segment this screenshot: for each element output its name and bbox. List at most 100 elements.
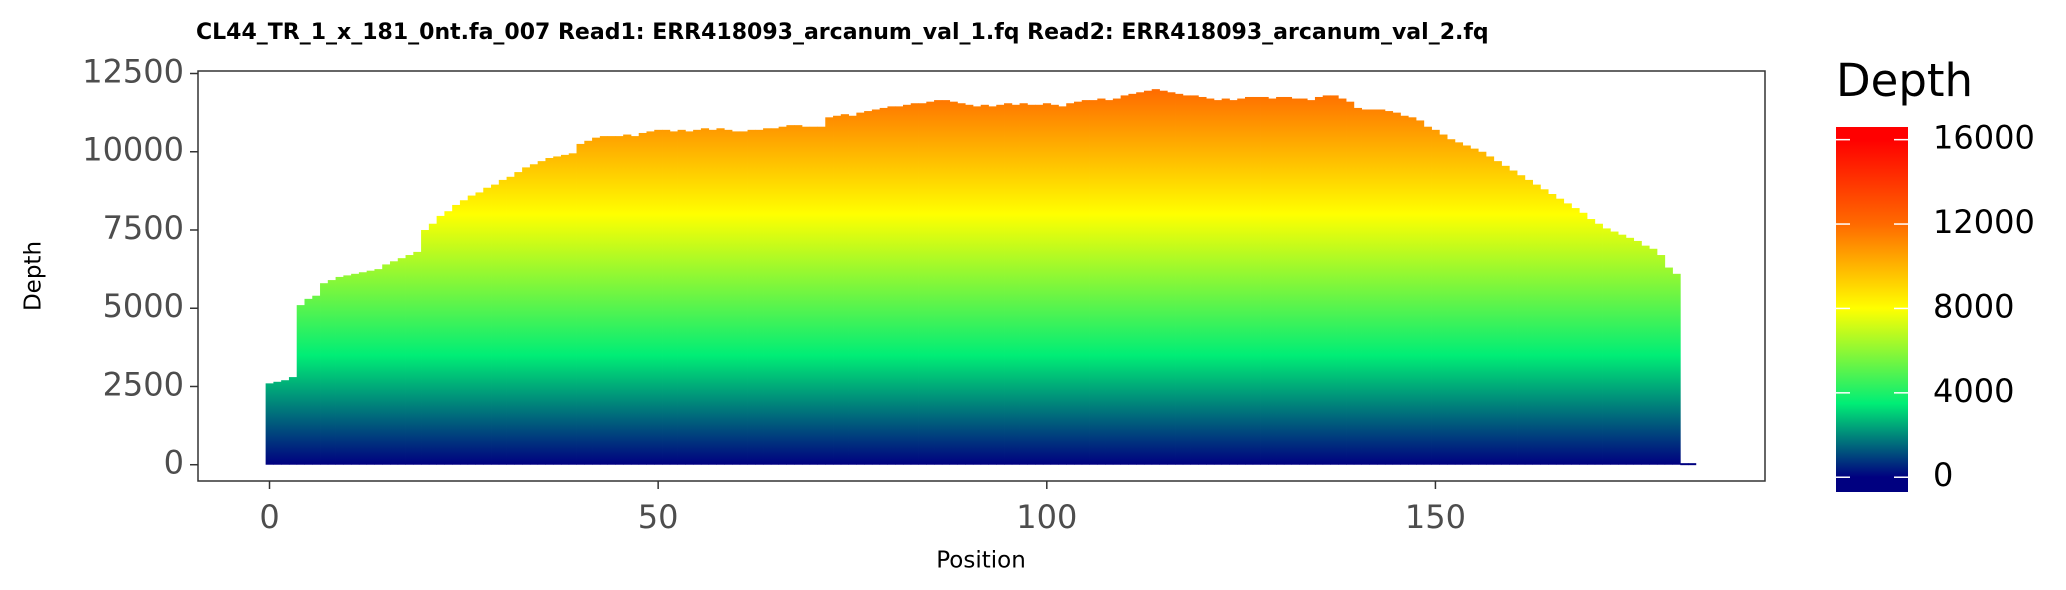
- bar: [584, 140, 593, 465]
- colorbar-tick-label: 0: [1933, 456, 1953, 494]
- bar: [1501, 165, 1510, 465]
- colorbar-tick-label: 8000: [1933, 287, 2014, 325]
- bar: [475, 192, 484, 465]
- bar: [1237, 98, 1246, 465]
- bar: [654, 129, 663, 465]
- bar: [1268, 98, 1277, 465]
- bar: [491, 184, 500, 465]
- bar: [739, 131, 748, 465]
- bar: [988, 106, 997, 465]
- bar: [1377, 109, 1386, 465]
- bar: [879, 107, 888, 465]
- bar: [382, 264, 391, 465]
- y-axis-label: Depth: [21, 241, 47, 311]
- bar: [1540, 189, 1549, 465]
- bar: [1485, 156, 1495, 465]
- bar: [1019, 103, 1028, 465]
- chart-title: CL44_TR_1_x_181_0nt.fa_007 Read1: ERR418…: [196, 20, 1489, 45]
- bar: [1353, 107, 1362, 465]
- bar: [646, 131, 655, 465]
- bar: [607, 136, 616, 465]
- bar: [459, 200, 469, 465]
- bar: [545, 158, 554, 465]
- bar: [638, 132, 647, 465]
- bar: [996, 104, 1005, 465]
- bar: [871, 109, 881, 465]
- bar: [514, 172, 523, 465]
- bar: [1571, 208, 1580, 465]
- bar: [366, 270, 375, 465]
- bar: [763, 128, 772, 465]
- bar: [778, 126, 787, 465]
- bar: [662, 129, 671, 465]
- bar: [902, 104, 912, 465]
- bar: [288, 377, 298, 465]
- bar: [1299, 98, 1308, 465]
- bar: [1618, 234, 1627, 465]
- bar: [444, 211, 453, 465]
- bar: [1198, 96, 1207, 465]
- bar: [693, 129, 702, 465]
- bar: [1493, 161, 1502, 465]
- bar: [452, 204, 461, 465]
- bar: [1431, 129, 1440, 465]
- bar: [949, 101, 958, 465]
- bar: [1322, 95, 1331, 465]
- colorbar-tick-label: 4000: [1933, 372, 2014, 410]
- bar: [1330, 95, 1339, 465]
- bar: [389, 261, 399, 465]
- bar: [1672, 273, 1681, 465]
- bar: [1470, 148, 1479, 465]
- bar: [1400, 115, 1409, 465]
- bar: [1548, 194, 1557, 465]
- bar: [405, 255, 414, 465]
- bar: [1011, 104, 1020, 465]
- bar: [599, 136, 609, 465]
- bar: [498, 179, 507, 465]
- bar: [1206, 98, 1215, 465]
- colorbar-tick-label: 16000: [1933, 119, 2035, 157]
- bar: [281, 380, 290, 465]
- bar: [1688, 463, 1697, 466]
- bar: [856, 112, 865, 465]
- bar: [724, 129, 733, 465]
- bar: [343, 275, 352, 465]
- x-tick-label: 100: [1016, 498, 1077, 536]
- bar: [1221, 98, 1230, 465]
- y-tick-label: 7500: [103, 209, 184, 247]
- bar: [1447, 139, 1456, 465]
- bar: [1291, 98, 1300, 465]
- bar: [1283, 96, 1293, 465]
- bar: [1112, 98, 1122, 465]
- bar: [1408, 117, 1417, 465]
- bar: [786, 125, 795, 465]
- bar: [1004, 103, 1013, 465]
- bar: [1664, 267, 1673, 465]
- y-tick-label: 0: [164, 444, 184, 482]
- legend-title: Depth: [1836, 54, 1973, 107]
- x-axis-label: Position: [936, 548, 1026, 574]
- bar: [809, 126, 818, 465]
- bar: [887, 106, 896, 465]
- bar: [1120, 95, 1129, 465]
- bar: [1478, 151, 1487, 465]
- bar: [1587, 219, 1596, 465]
- colorbar-tick-label: 12000: [1933, 203, 2035, 241]
- bar: [1042, 103, 1052, 465]
- bar: [1532, 184, 1541, 465]
- bar: [1066, 103, 1075, 465]
- bar: [1509, 170, 1518, 465]
- bar: [436, 215, 445, 465]
- y-tick-label: 2500: [103, 365, 184, 403]
- bar: [1439, 134, 1448, 465]
- bar: [1136, 92, 1145, 465]
- bar: [1346, 101, 1355, 465]
- bar: [1563, 203, 1572, 465]
- bar: [918, 103, 927, 465]
- bar: [669, 131, 678, 465]
- bar: [926, 101, 935, 465]
- bar: [623, 134, 632, 465]
- bar: [1050, 104, 1059, 465]
- bar: [1307, 100, 1316, 465]
